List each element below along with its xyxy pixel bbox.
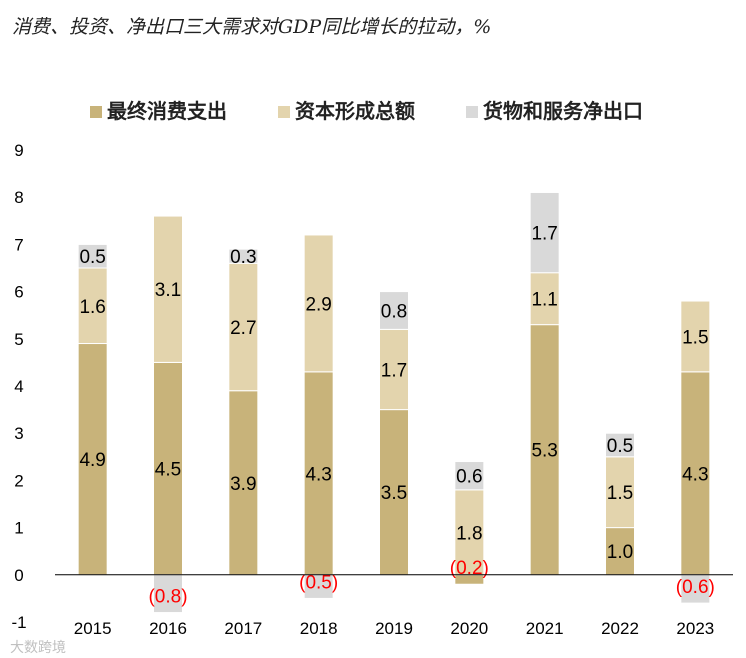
data-label: 1.0: [607, 542, 633, 563]
legend-swatch: [466, 106, 478, 118]
bar-segment: [529, 272, 560, 326]
bar-group-2016: 4.5 3.1 (0.8): [148, 215, 188, 614]
legend-label: 资本形成总额: [295, 99, 415, 123]
bar-segment: [379, 291, 409, 330]
data-label: 3.1: [155, 280, 181, 301]
data-label: 4.9: [79, 450, 105, 471]
bar-segment: [153, 215, 183, 363]
data-label: 1.7: [381, 360, 407, 381]
y-tick-label: 3: [14, 424, 23, 443]
bar-segment: [228, 248, 259, 264]
y-tick-label: 9: [14, 141, 23, 160]
bar-group-2020: (0.2) 1.8 0.6: [450, 461, 489, 585]
bar-segment: [680, 371, 711, 576]
legend-item: 资本形成总额: [278, 99, 415, 123]
data-label: 0.8: [381, 301, 407, 322]
data-label: 1.1: [531, 290, 557, 311]
bar-group-2022: 1.0 1.5 0.5: [605, 432, 635, 576]
watermark: 大数跨境: [10, 639, 66, 655]
x-axis: 2015 2016 2017 2018 2019 2020 2021 2022 2023: [55, 574, 733, 638]
bar-segment: [303, 371, 334, 576]
y-tick-label: 5: [14, 330, 23, 349]
bars: 4.9 1.6 0.5 4.5 3.1 (0.8) 3.9 2.7 0.3 4.3 2.9 (0.5)…: [77, 191, 715, 614]
y-tick-label: 1: [14, 519, 23, 538]
data-label: 1.7: [531, 224, 557, 245]
bar-segment: [228, 262, 259, 392]
y-axis: 9 8 7 6 5 4 3 2 1 0 -1: [11, 141, 26, 632]
bar-segment: [680, 300, 711, 373]
x-tick-label: 2017: [224, 619, 262, 638]
data-label: (0.8): [148, 587, 187, 608]
data-label: (0.5): [299, 572, 338, 593]
data-label: 4.5: [155, 460, 181, 481]
chart-title: 消费、投资、净出口三大需求对GDP同比增长的拉动，%: [12, 16, 491, 38]
data-label: (0.2): [450, 558, 489, 579]
y-tick-label: 8: [14, 188, 23, 207]
y-tick-label: 2: [14, 471, 23, 490]
legend-label: 最终消费支出: [107, 99, 227, 123]
bar-segment: [605, 432, 635, 458]
bar-group-2015: 4.9 1.6 0.5: [77, 243, 108, 576]
x-tick-label: 2019: [375, 619, 413, 638]
y-tick-label: 0: [14, 566, 23, 585]
data-label: 2.7: [230, 318, 256, 339]
data-label: 0.5: [79, 247, 105, 268]
bar-segment: [454, 461, 485, 491]
legend-item: 货物和服务净出口: [466, 99, 643, 123]
legend-item: 最终消费支出: [90, 99, 227, 123]
y-tick-label: -1: [11, 613, 26, 632]
data-label: 0.6: [456, 467, 482, 488]
y-tick-label: 7: [14, 235, 23, 254]
bar-group-2018: 4.3 2.9 (0.5): [299, 234, 338, 599]
bar-segment: [77, 267, 108, 345]
legend-swatch: [90, 106, 102, 118]
data-label: 4.3: [682, 464, 708, 485]
x-tick-label: 2016: [149, 619, 187, 638]
data-label: 4.3: [305, 464, 331, 485]
bar-segment: [605, 456, 635, 529]
bar-segment: [77, 343, 108, 576]
bar-group-2017: 3.9 2.7 0.3: [228, 247, 259, 576]
data-label: 0.3: [230, 247, 256, 268]
bar-segment: [303, 234, 334, 373]
bar-segment: [77, 243, 108, 269]
legend: 最终消费支出 资本形成总额 货物和服务净出口: [90, 99, 643, 123]
data-label: 1.6: [79, 297, 105, 318]
data-label: 3.5: [381, 483, 407, 504]
y-tick-label: 4: [14, 377, 23, 396]
data-label: 1.5: [682, 327, 708, 348]
y-tick-label: 6: [14, 283, 23, 302]
bar-segment: [454, 489, 485, 576]
data-label: 0.5: [607, 436, 633, 457]
bar-segment: [605, 527, 635, 576]
x-tick-label: 2018: [300, 619, 338, 638]
bar-segment: [529, 324, 560, 576]
bar-segment: [153, 361, 183, 576]
bar-group-2019: 3.5 1.7 0.8: [379, 291, 409, 576]
x-tick-label: 2015: [74, 619, 112, 638]
bar-segment: [529, 191, 560, 274]
bar-group-2021: 5.3 1.1 1.7: [529, 191, 560, 576]
data-label: 1.5: [607, 483, 633, 504]
data-label: 1.8: [456, 523, 482, 544]
data-label: 2.9: [305, 294, 331, 315]
x-tick-label: 2022: [601, 619, 639, 638]
legend-label: 货物和服务净出口: [483, 99, 643, 123]
x-tick-label: 2020: [450, 619, 488, 638]
x-tick-label: 2021: [526, 619, 564, 638]
x-tick-label: 2023: [676, 619, 714, 638]
watermark-text: 大数跨境: [10, 639, 66, 655]
data-label: 3.9: [230, 474, 256, 495]
data-label: (0.6): [676, 577, 715, 598]
legend-swatch: [278, 106, 290, 118]
data-label: 5.3: [531, 441, 557, 462]
bar-group-2023: 4.3 1.5 (0.6): [676, 300, 715, 604]
